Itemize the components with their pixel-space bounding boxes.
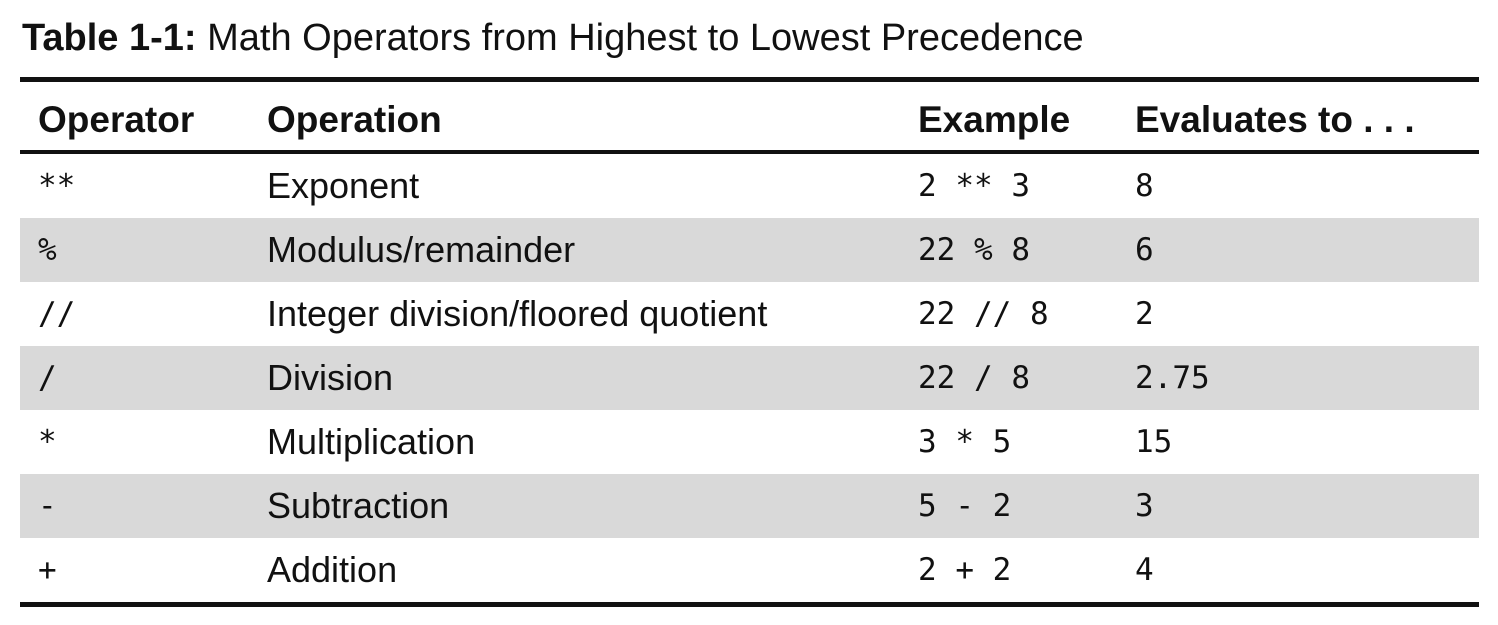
operator-cell: -: [38, 488, 57, 524]
example-cell: 2 ** 3: [918, 168, 1030, 204]
table-top-rule: [20, 77, 1479, 82]
result-cell: 2: [1135, 296, 1154, 332]
operation-cell: Modulus/remainder: [267, 229, 576, 270]
example-cell: 22 // 8: [918, 296, 1049, 332]
operation-cell: Subtraction: [267, 485, 450, 526]
result-cell: 2.75: [1135, 360, 1210, 396]
result-cell: 3: [1135, 488, 1154, 524]
caption-title: Math Operators from Highest to Lowest Pr…: [196, 17, 1084, 59]
table-row: / Division 22 / 8 2.75: [20, 346, 1479, 410]
operation-cell: Addition: [267, 549, 398, 590]
operation-cell: Multiplication: [267, 421, 476, 462]
table-row: + Addition 2 + 2 4: [20, 538, 1479, 602]
example-cell: 22 % 8: [918, 232, 1030, 268]
table-row: // Integer division/floored quotient 22 …: [20, 282, 1479, 346]
table-bottom-rule: [20, 602, 1479, 607]
table-header-row: Operator Operation Example Evaluates to …: [20, 82, 1479, 150]
table-row: - Subtraction 5 - 2 3: [20, 474, 1479, 538]
example-cell: 5 - 2: [918, 488, 1012, 524]
example-cell: 22 / 8: [918, 360, 1030, 396]
operator-cell: +: [38, 552, 57, 588]
operation-cell: Division: [267, 357, 394, 398]
operator-cell: %: [38, 232, 57, 268]
caption-label: Table 1-1:: [22, 17, 197, 59]
operator-cell: /: [38, 360, 57, 396]
operation-cell: Integer division/floored quotient: [267, 293, 768, 334]
header-example: Example: [918, 99, 1071, 140]
table-caption: Table 1-1: Math Operators from Highest t…: [22, 14, 1084, 62]
result-cell: 15: [1135, 424, 1173, 460]
example-cell: 2 + 2: [918, 552, 1012, 588]
operator-cell: //: [38, 296, 76, 332]
operator-cell: *: [38, 424, 57, 460]
operation-cell: Exponent: [267, 165, 420, 206]
header-evaluates-to: Evaluates to . . .: [1135, 99, 1415, 140]
result-cell: 6: [1135, 232, 1154, 268]
table-row: % Modulus/remainder 22 % 8 6: [20, 218, 1479, 282]
header-operation: Operation: [267, 99, 442, 140]
operator-cell: **: [38, 168, 76, 204]
example-cell: 3 * 5: [918, 424, 1012, 460]
result-cell: 4: [1135, 552, 1154, 588]
result-cell: 8: [1135, 168, 1154, 204]
operators-table: Operator Operation Example Evaluates to …: [20, 77, 1479, 607]
header-operator: Operator: [38, 99, 195, 140]
header-rule: [20, 150, 1479, 154]
table-row: * Multiplication 3 * 5 15: [20, 410, 1479, 474]
table-row: ** Exponent 2 ** 3 8: [20, 154, 1479, 218]
